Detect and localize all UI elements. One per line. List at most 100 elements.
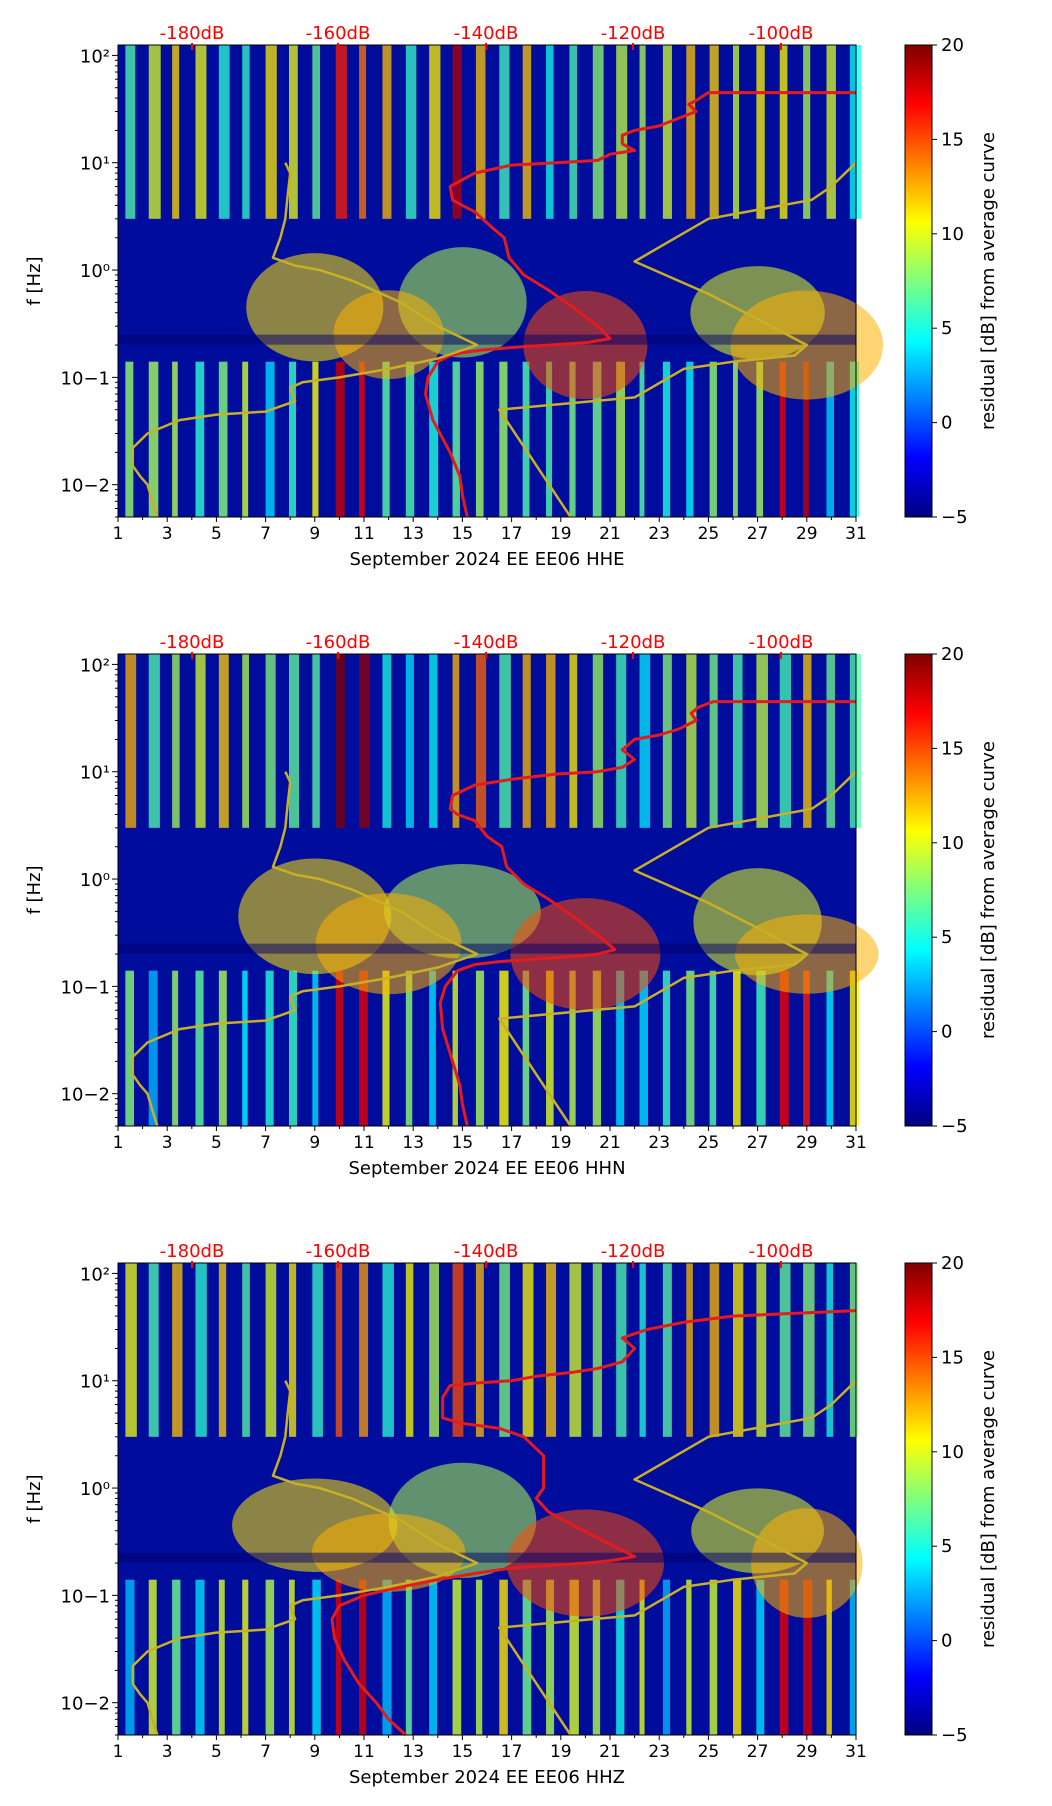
texture-band (218, 654, 229, 828)
texture-band (312, 361, 319, 517)
series-line-1 (424, 91, 856, 518)
series-line-1 (330, 1309, 857, 1737)
texture-band (756, 1579, 765, 1735)
colorbar-tick-label: 0 (941, 1022, 952, 1043)
texture-band (405, 1579, 412, 1735)
db-scale-label: -100dB (749, 1241, 814, 1262)
texture-band (639, 1263, 646, 1437)
texture-band (475, 45, 486, 219)
x-tick-label: 29 (796, 1133, 818, 1153)
x-tick-label: 11 (353, 1133, 375, 1153)
texture-band (733, 1263, 744, 1437)
db-scale-label: -100dB (749, 23, 814, 44)
texture-band (826, 45, 836, 219)
texture-band (265, 970, 274, 1126)
texture-band (709, 970, 717, 1126)
texture-band (335, 1579, 341, 1735)
texture-band (118, 1552, 856, 1563)
x-tick-label: 11 (353, 524, 375, 544)
texture-band (335, 1263, 343, 1437)
texture-band (118, 943, 856, 954)
y-tick-label: 10⁰ (80, 1479, 110, 1500)
texture-band (172, 361, 178, 517)
texture-band (756, 654, 768, 828)
texture-band (335, 654, 345, 828)
texture-band (429, 1263, 440, 1437)
texture-band (242, 654, 250, 828)
colorbar-tick-label: 10 (941, 833, 964, 854)
texture-band (125, 654, 137, 828)
y-tick-label: 10⁰ (80, 261, 110, 282)
texture-band (335, 361, 345, 517)
texture-band (499, 1263, 510, 1437)
texture-band (616, 45, 628, 219)
texture-band (405, 45, 417, 219)
colorbar-tick-label: 20 (941, 35, 964, 56)
x-tick-label: 1 (113, 1742, 124, 1762)
texture-band (382, 45, 392, 219)
texture-band (475, 1579, 483, 1735)
texture-band (826, 1263, 834, 1437)
db-scale-label: -160dB (306, 23, 371, 44)
texture-band (288, 361, 297, 517)
texture-band (125, 45, 136, 219)
texture-band (686, 1263, 693, 1437)
x-tick-label: 27 (747, 1133, 769, 1153)
x-tick-label: 15 (452, 524, 474, 544)
y-axis-label: f [Hz] (24, 1474, 45, 1523)
x-tick-label: 3 (162, 1742, 173, 1762)
panel-1: 1 3 5 7 9 11 13 15 17 19 21 23 25 27 29 3110−210−110⁰10… (24, 23, 999, 570)
x-axis-label: September 2024 EE EE06 HHZ (349, 1767, 625, 1788)
texture-band (382, 361, 390, 517)
colorbar-gradient (904, 1262, 933, 1736)
texture-band (733, 654, 743, 828)
texture-band (242, 45, 250, 219)
texture-band (125, 970, 134, 1126)
texture-band (312, 970, 319, 1126)
x-tick-label: 17 (501, 1742, 523, 1762)
texture-band (546, 970, 554, 1126)
texture-band (218, 361, 228, 517)
texture-band (522, 361, 530, 517)
texture-band (312, 1579, 321, 1735)
colorbar-gradient (904, 653, 933, 1127)
db-scale-label: -120dB (601, 632, 666, 653)
texture-band (359, 1263, 369, 1437)
texture-band (265, 361, 275, 517)
texture-band (616, 361, 626, 517)
texture-band (826, 970, 834, 1126)
texture-band (499, 361, 508, 517)
texture-band (195, 654, 206, 828)
texture-band (849, 970, 859, 1126)
colorbar-tick-label: 5 (941, 1536, 952, 1557)
texture-band (172, 1263, 183, 1437)
texture-band (756, 1263, 767, 1437)
texture-band (125, 1263, 137, 1437)
texture-band (452, 970, 458, 1126)
texture-band (172, 45, 180, 219)
texture-band (639, 45, 646, 219)
x-tick-label: 7 (260, 524, 271, 544)
db-scale-label: -180dB (160, 23, 225, 44)
x-tick-label: 5 (211, 1133, 222, 1153)
x-tick-label: 7 (260, 1133, 271, 1153)
texture-band (662, 361, 671, 517)
texture-band (756, 970, 766, 1126)
texture-band (125, 1579, 135, 1735)
x-tick-label: 9 (309, 1742, 320, 1762)
series-line-2 (131, 1380, 479, 1736)
texture-band (148, 45, 161, 219)
texture-band (359, 45, 367, 219)
y-tick-label: 10−2 (61, 476, 110, 497)
panel-2: 1 3 5 7 9 11 13 15 17 19 21 23 25 27 29 3110−210−110⁰10… (24, 632, 999, 1179)
texture-band (756, 361, 764, 517)
texture-band (195, 970, 204, 1126)
texture-band (803, 970, 810, 1126)
x-tick-label: 1 (113, 1133, 124, 1153)
texture-band (405, 654, 414, 828)
texture-band (546, 1579, 555, 1735)
texture-band (475, 1263, 484, 1437)
texture-band (616, 654, 627, 828)
x-tick-label: 31 (845, 524, 867, 544)
colorbar: 20 15 10 5 0 −5 residual [dB] from average cur… (904, 644, 999, 1137)
